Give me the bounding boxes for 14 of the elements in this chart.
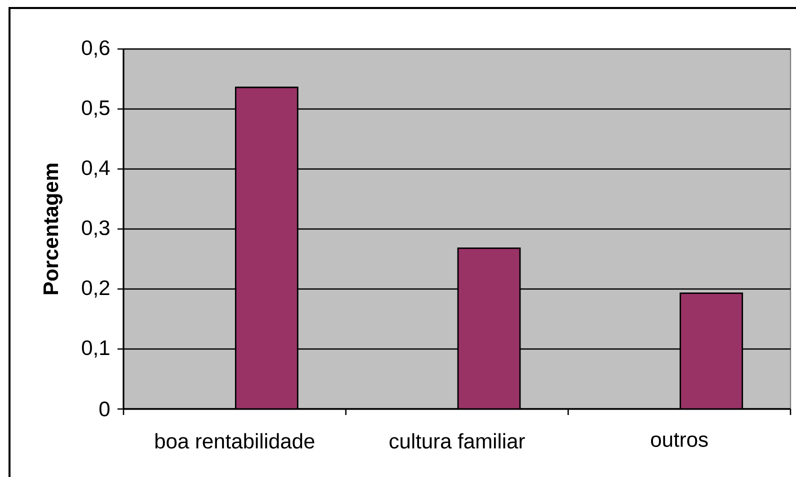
y-tick-label: 0,1 xyxy=(82,340,110,358)
y-tick-label: 0,3 xyxy=(82,220,110,238)
x-tick-label: outros xyxy=(651,433,708,447)
y-tick-label: 0 xyxy=(99,402,110,416)
x-tick-label: boa rentabilidade xyxy=(155,433,314,449)
bar xyxy=(680,292,744,409)
bar xyxy=(458,248,520,409)
y-tick-label: 0,2 xyxy=(82,280,110,298)
y-tick-label: 0,6 xyxy=(82,40,110,58)
bar xyxy=(236,87,298,409)
y-tick-label: 0,4 xyxy=(82,160,110,178)
y-axis-title: Porcentagem xyxy=(44,164,62,294)
x-tick-label: cultura familiar xyxy=(390,433,525,449)
y-tick-label: 0,5 xyxy=(82,100,110,118)
